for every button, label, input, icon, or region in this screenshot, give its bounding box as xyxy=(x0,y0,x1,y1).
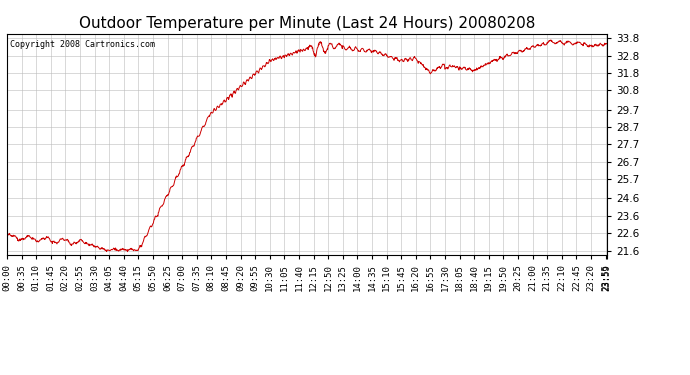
Title: Outdoor Temperature per Minute (Last 24 Hours) 20080208: Outdoor Temperature per Minute (Last 24 … xyxy=(79,16,535,31)
Text: Copyright 2008 Cartronics.com: Copyright 2008 Cartronics.com xyxy=(10,40,155,50)
